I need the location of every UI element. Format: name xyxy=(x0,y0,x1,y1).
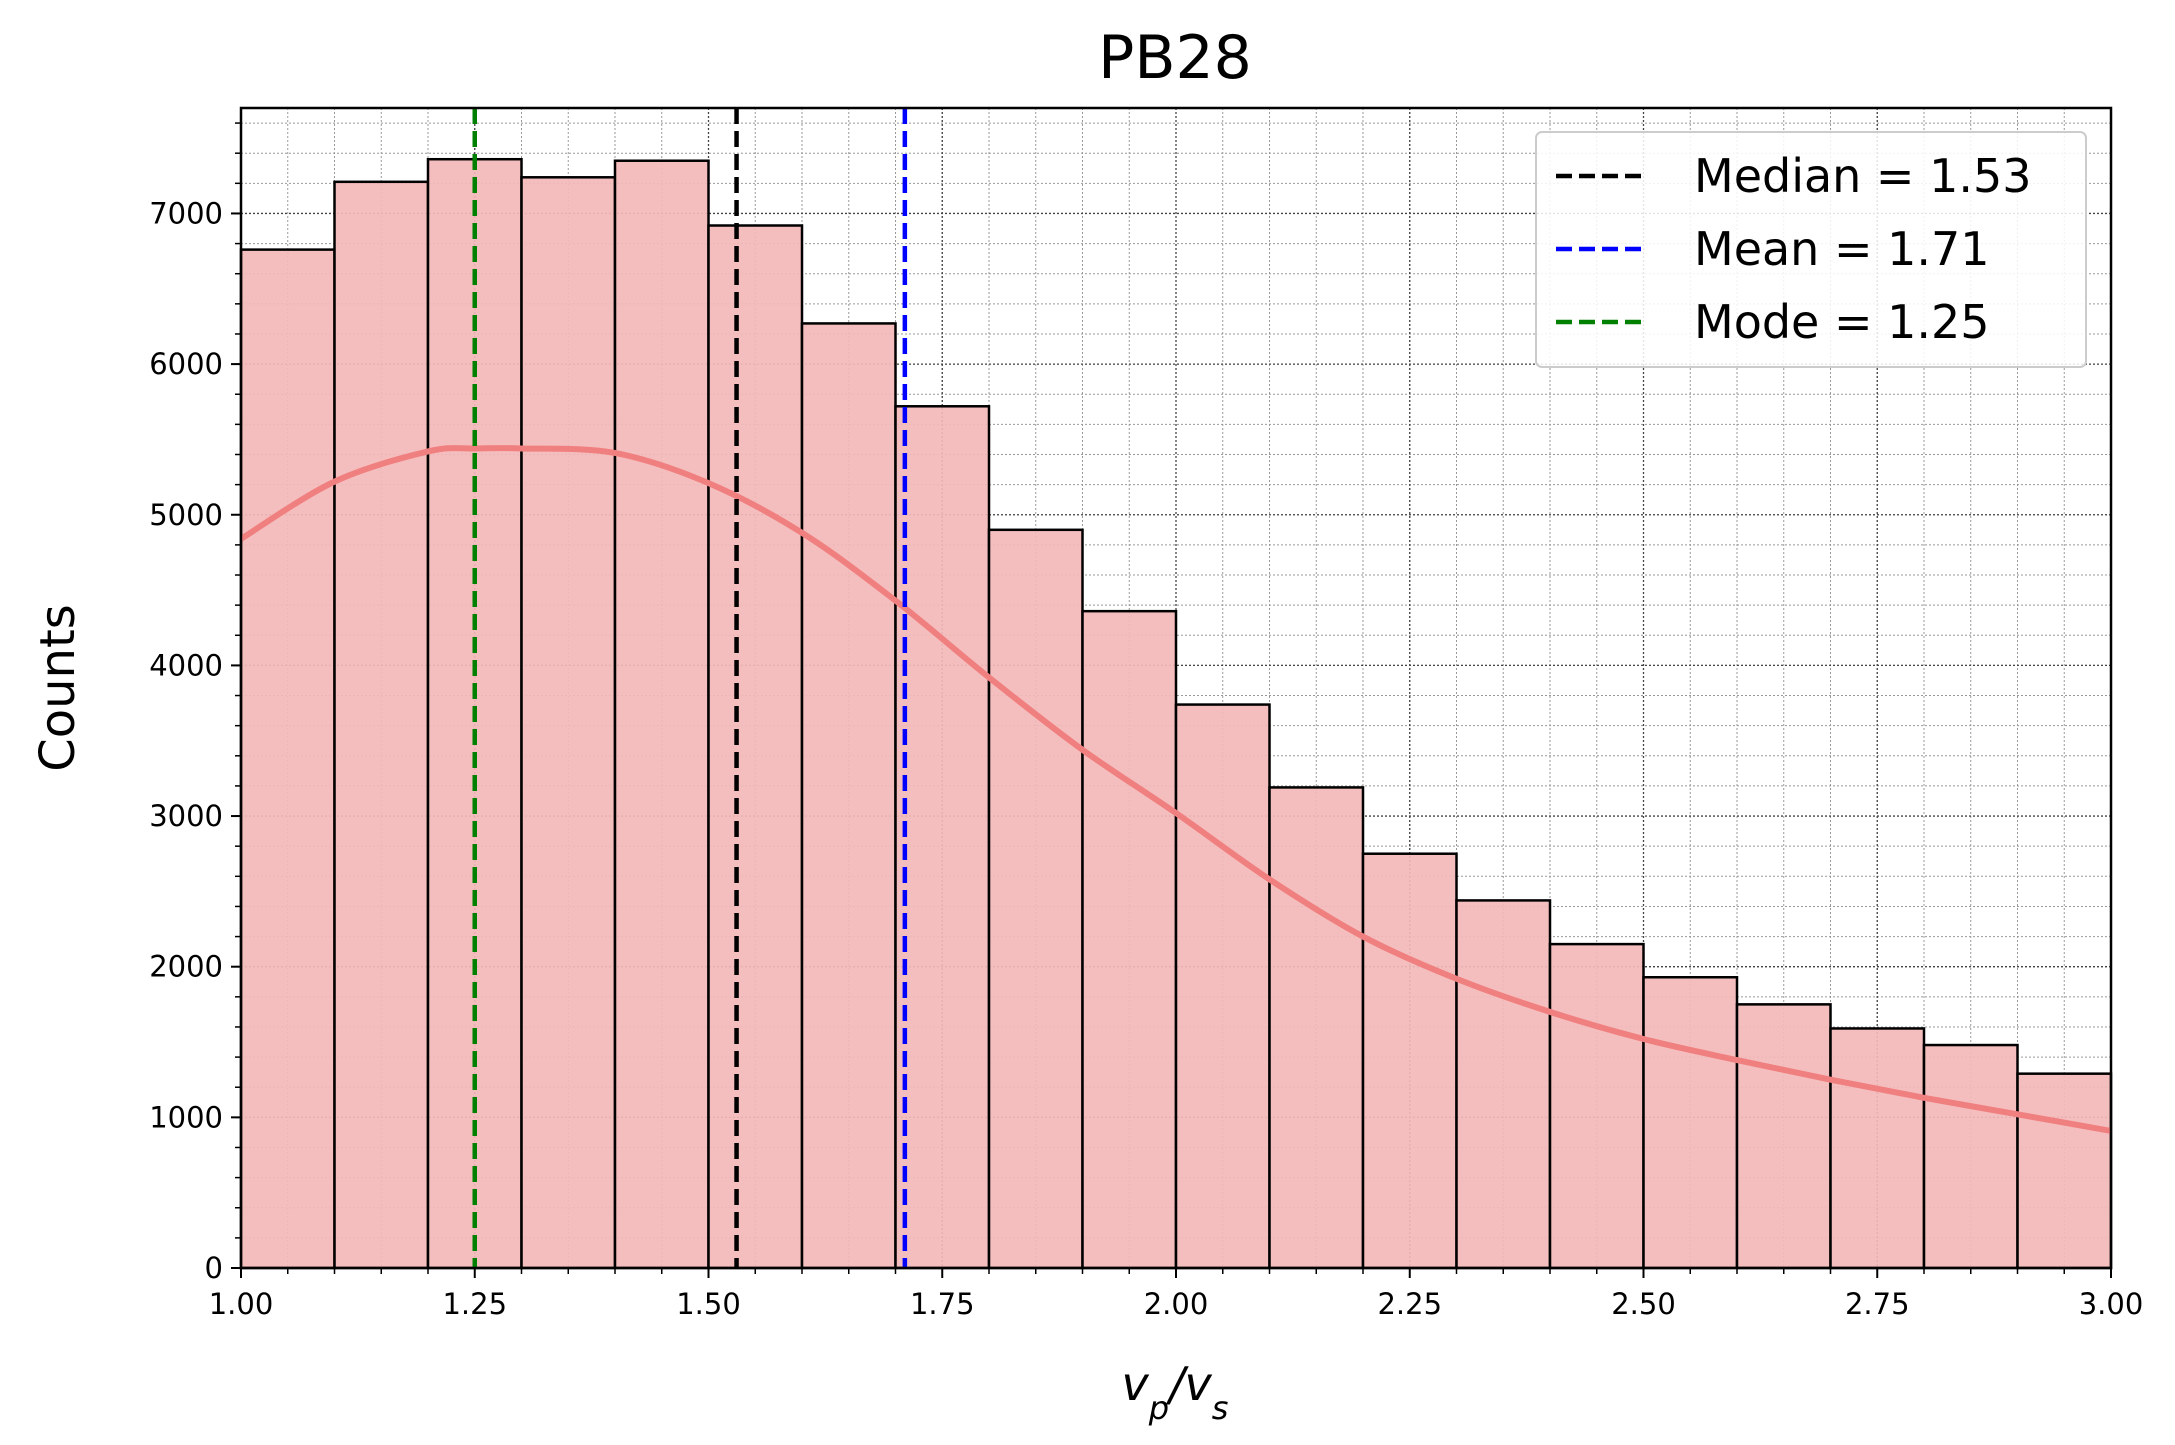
x-tick-label: 2.25 xyxy=(1377,1287,1442,1321)
histogram-bar xyxy=(1174,703,1271,1270)
histogram-bar xyxy=(894,405,991,1270)
kde-curve xyxy=(239,444,2112,1134)
y-tick-label: 4000 xyxy=(149,648,223,682)
y-tick-label: 7000 xyxy=(149,196,223,230)
x-tick-label: 1.75 xyxy=(910,1287,975,1321)
y-tick-label: 0 xyxy=(205,1251,223,1285)
y-tick-label: 2000 xyxy=(149,950,223,984)
histogram-bar xyxy=(800,322,897,1270)
legend-label-median: Median = 1.53 xyxy=(1694,149,2032,203)
x-tick-label: 1.25 xyxy=(442,1287,507,1321)
histogram-bars xyxy=(239,157,2113,1270)
histogram-bar xyxy=(239,248,336,1270)
histogram-bar xyxy=(1922,1043,2019,1270)
histogram-bar xyxy=(987,528,1084,1270)
legend-label-mean: Mean = 1.71 xyxy=(1694,222,1990,276)
x-tick-label: 2.50 xyxy=(1611,1287,1676,1321)
y-tick-label: 6000 xyxy=(149,347,223,381)
y-tick-label: 3000 xyxy=(149,799,223,833)
histogram-bar xyxy=(1081,609,1178,1270)
legend: Median = 1.53 Mean = 1.71 Mode = 1.25 xyxy=(1535,131,2087,368)
x-axis-ticks: 1.00 1.25 1.50 1.75 2.00 2.25 2.50 2.75 3.00 xyxy=(209,1268,2144,1321)
legend-box xyxy=(1535,131,2087,368)
histogram-bar xyxy=(1829,1027,1926,1270)
y-tick-label: 1000 xyxy=(149,1100,223,1134)
histogram-bar xyxy=(1735,1003,1832,1270)
histogram-bar xyxy=(1642,975,1739,1270)
y-axis-ticks: 0 1000 2000 3000 4000 5000 6000 7000 xyxy=(149,122,241,1285)
histogram-bar xyxy=(1548,942,1645,1270)
histogram-bar xyxy=(1455,899,1552,1270)
x-tick-label: 2.75 xyxy=(1845,1287,1910,1321)
x-tick-label: 1.50 xyxy=(676,1287,741,1321)
histogram-bar xyxy=(707,224,804,1270)
histogram-bar xyxy=(1268,786,1365,1270)
histogram-bar xyxy=(333,180,430,1270)
reference-lines xyxy=(472,108,908,1268)
x-axis-title: vp/vs xyxy=(1122,1357,1229,1427)
y-axis-title: Counts xyxy=(30,604,86,772)
x-tick-label: 3.00 xyxy=(2079,1287,2144,1321)
x-tick-label: 1.00 xyxy=(209,1287,274,1321)
chart-title: PB28 xyxy=(1098,23,1252,93)
legend-label-mode: Mode = 1.25 xyxy=(1694,295,1990,349)
histogram-bar xyxy=(520,176,617,1270)
histogram-bar xyxy=(2016,1072,2113,1270)
histogram-bar xyxy=(1361,852,1458,1270)
histogram-bar xyxy=(613,159,710,1270)
x-tick-label: 2.00 xyxy=(1144,1287,1209,1321)
y-tick-label: 5000 xyxy=(149,498,223,532)
